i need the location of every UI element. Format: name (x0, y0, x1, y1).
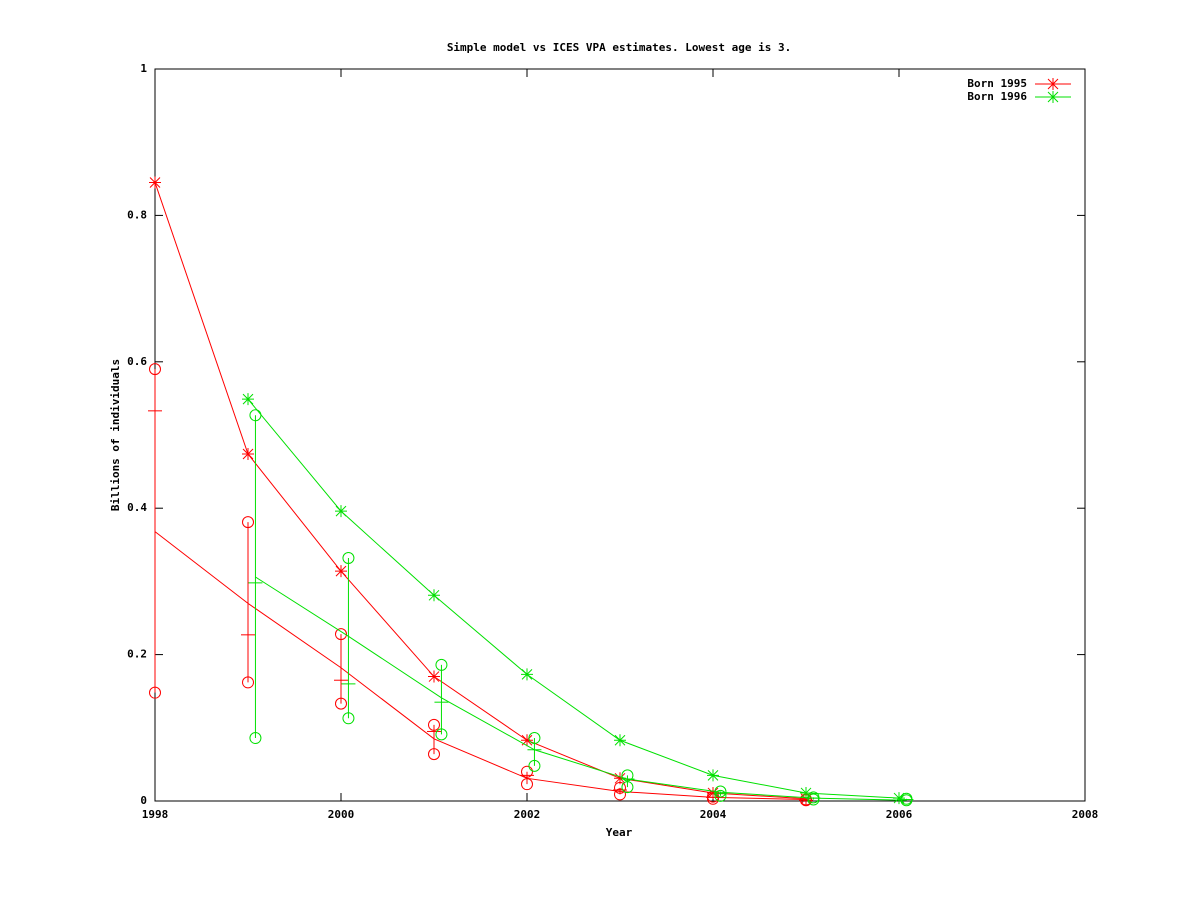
range-low (621, 781, 634, 794)
legend-marker (1047, 78, 1059, 90)
chart-title: Simple model vs ICES VPA estimates. Lowe… (447, 41, 791, 54)
x-tick-label: 2006 (886, 808, 913, 821)
legend-label: Born 1996 (967, 90, 1027, 103)
range-high (335, 628, 347, 641)
y-tick-label: 0.2 (127, 648, 147, 661)
x-tick-label: 2000 (328, 808, 355, 821)
point (521, 734, 533, 747)
y-tick-label: 0.8 (127, 208, 147, 221)
range-low (342, 712, 355, 725)
x-axis-label: Year (606, 826, 633, 839)
y-tick-label: 0.4 (127, 501, 147, 514)
point (614, 734, 626, 747)
range-high (149, 363, 161, 376)
range-high (807, 791, 820, 804)
x-tick-label: 2002 (514, 808, 541, 821)
range-low (335, 697, 347, 710)
point (428, 670, 440, 683)
range-low (428, 748, 440, 761)
point (614, 772, 626, 785)
point (149, 176, 161, 189)
x-tick-label: 2008 (1072, 808, 1099, 821)
point (707, 769, 719, 782)
range-high (521, 765, 533, 778)
fit-line (154, 531, 807, 801)
legend-marker (1047, 91, 1059, 103)
y-tick-label: 0 (140, 794, 147, 807)
point (242, 448, 254, 461)
range-low (249, 732, 262, 745)
range-high (249, 409, 262, 422)
y-tick-label: 0.6 (127, 355, 147, 368)
range-low (528, 759, 541, 772)
point (242, 393, 254, 406)
range-low (435, 728, 448, 741)
range-high (714, 785, 727, 798)
legend-label: Born 1995 (967, 77, 1027, 90)
range-high (428, 718, 440, 731)
range-high (242, 516, 254, 529)
fit-line (255, 576, 907, 801)
point (521, 668, 533, 681)
range-high (528, 732, 541, 745)
point (335, 505, 347, 518)
range-high (435, 658, 448, 671)
range-high (621, 769, 634, 782)
point (428, 589, 440, 602)
point (335, 565, 347, 578)
y-axis-label: Billions of individuals (109, 359, 122, 511)
x-tick-label: 2004 (700, 808, 727, 821)
range-high (342, 551, 355, 564)
plot-frame (154, 68, 1086, 802)
range-low (714, 789, 727, 802)
point (800, 786, 812, 799)
range-high (614, 781, 626, 794)
range-low (521, 778, 533, 791)
range-high (900, 792, 913, 805)
point (893, 792, 905, 805)
y-tick-label: 1 (140, 62, 147, 75)
x-tick-label: 1998 (142, 808, 169, 821)
range-low (242, 676, 254, 689)
series-line (154, 182, 807, 800)
range-low (614, 788, 626, 801)
range-low (149, 686, 161, 699)
series-line (247, 398, 900, 799)
